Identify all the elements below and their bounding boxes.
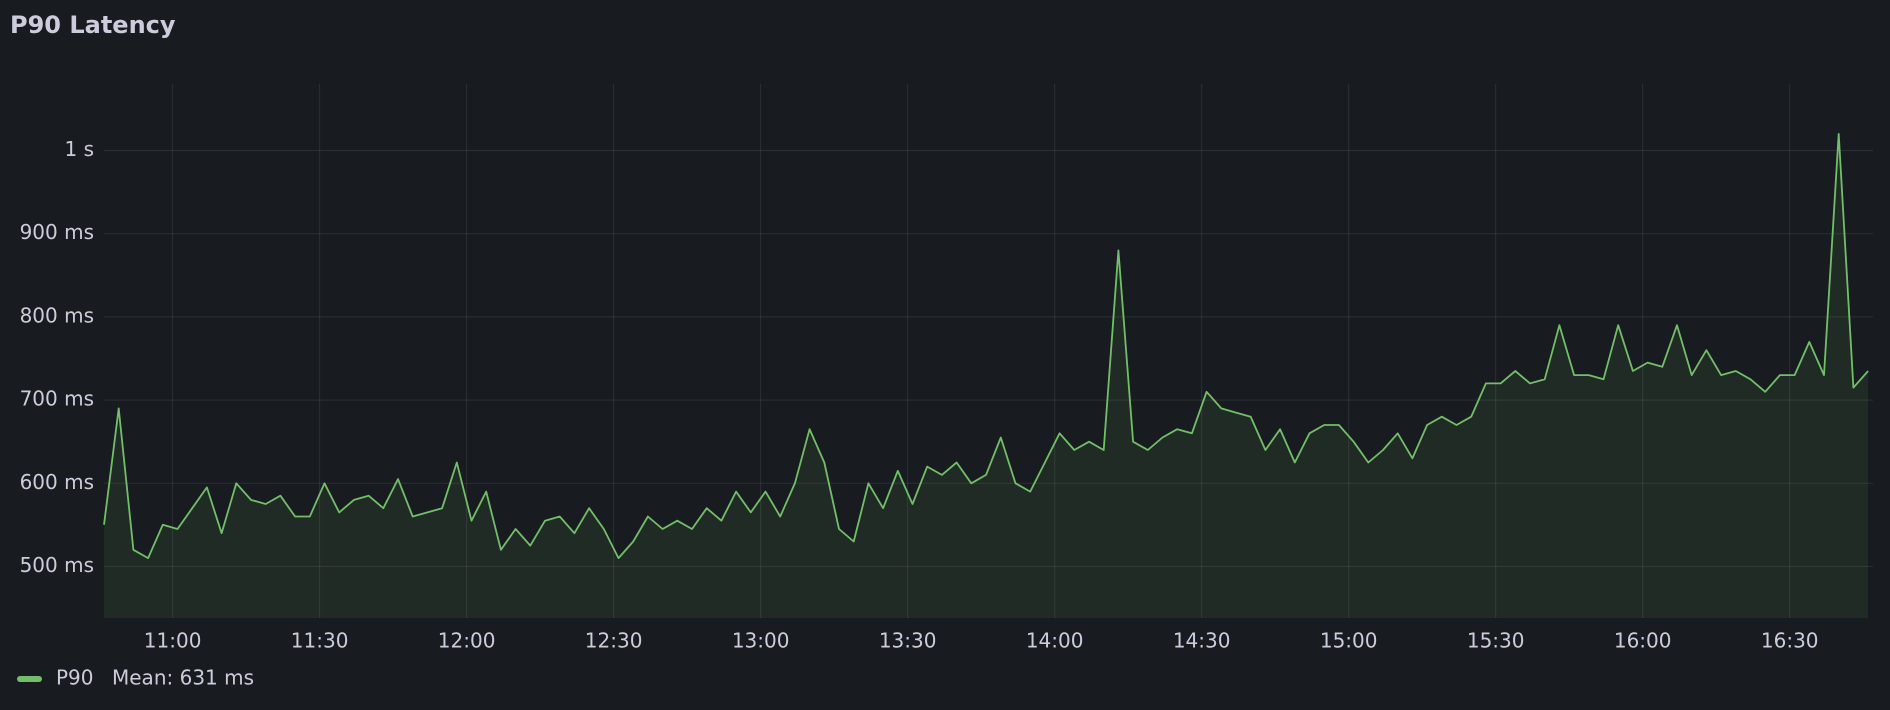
x-tick-label: 11:00 (144, 629, 202, 653)
y-tick-label: 500 ms (20, 553, 94, 577)
y-tick-label: 800 ms (20, 303, 94, 327)
y-tick-label: 700 ms (20, 387, 94, 411)
x-tick-label: 13:00 (732, 629, 790, 653)
x-tick-label: 16:00 (1614, 629, 1672, 653)
legend-mean: Mean: 631 ms (112, 666, 254, 690)
y-tick-label: 900 ms (20, 220, 94, 244)
y-tick-label: 600 ms (20, 470, 94, 494)
x-tick-label: 14:30 (1173, 629, 1231, 653)
legend-label: P90 (56, 666, 94, 690)
series-line (103, 133, 1869, 559)
legend-swatch (17, 676, 42, 682)
x-tick-label: 16:30 (1761, 629, 1819, 653)
x-tick-label: 15:30 (1467, 629, 1525, 653)
x-tick-label: 12:30 (585, 629, 643, 653)
x-tick-label: 14:00 (1026, 629, 1084, 653)
x-tick-label: 15:00 (1320, 629, 1378, 653)
x-tick-label: 11:30 (291, 629, 349, 653)
panel-title: P90 Latency (10, 11, 176, 39)
y-tick-label: 1 s (64, 137, 94, 161)
series-area (104, 133, 1869, 618)
x-tick-label: 13:30 (879, 629, 937, 653)
x-tick-label: 12:00 (438, 629, 496, 653)
